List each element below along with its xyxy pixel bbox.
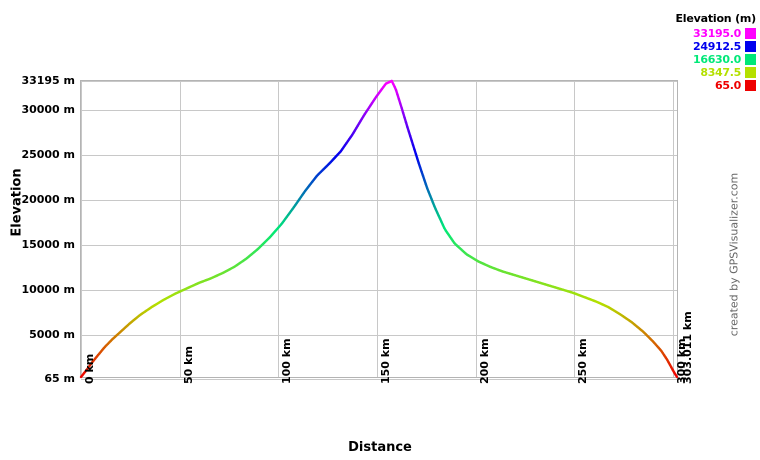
x-axis-tick-label: 303.011 km (681, 311, 694, 384)
y-axis-tick-label: 10000 m (21, 282, 75, 296)
legend-entry-swatch (745, 79, 756, 91)
legend-entry-label: 16630.0 (692, 52, 741, 66)
legend-entry-label: 24912.5 (692, 39, 741, 53)
gridline-horizontal (81, 155, 677, 156)
legend: Elevation (m) 33195.0 24912.5 16630.0 8347.… (675, 12, 756, 92)
profile-segment (674, 373, 679, 379)
gridline-horizontal (81, 245, 677, 246)
legend-entry-swatch (745, 27, 756, 39)
x-axis-tick-label: 150 km (379, 338, 393, 384)
y-axis-tick-label: 30000 m (21, 102, 75, 116)
x-axis-tick-label: 50 km (181, 346, 195, 384)
legend-entry: 33195.0 (675, 26, 756, 40)
y-axis-title: Elevation (9, 168, 25, 237)
gridline-vertical (180, 81, 181, 377)
x-axis-title: Distance (348, 440, 412, 455)
legend-entry-swatch (745, 40, 756, 52)
legend-title: Elevation (m) (675, 12, 756, 25)
legend-entry-label: 33195.0 (692, 26, 741, 40)
y-axis-tick-label: 5000 m (29, 327, 75, 341)
gridline-horizontal (81, 335, 677, 336)
x-axis-tick-label: 100 km (280, 338, 294, 384)
y-axis-tick-label: 33195 m (21, 74, 75, 87)
x-axis-tick-label: 0 km (83, 353, 96, 384)
credit-watermark: created by GPSVisualizer.com (727, 172, 741, 337)
x-axis-tick-label: 200 km (477, 338, 491, 384)
legend-entries: 33195.0 24912.5 16630.0 8347.5 65.0 (675, 26, 756, 92)
gridline-horizontal (81, 81, 677, 82)
gridline-horizontal (81, 379, 677, 380)
y-axis-tick-label: 65 m (44, 372, 75, 385)
y-axis-tick-label: 15000 m (21, 237, 75, 251)
legend-entry-swatch (745, 53, 756, 65)
legend-entry: 16630.0 (675, 52, 756, 66)
gridline-vertical (476, 81, 477, 377)
gridline-horizontal (81, 200, 677, 201)
elevation-profile-line (79, 79, 679, 379)
gridline-vertical (673, 81, 674, 377)
legend-entry-swatch (745, 66, 756, 78)
plot-area (79, 79, 679, 380)
legend-entry: 24912.5 (675, 39, 756, 53)
y-axis-tick-label: 20000 m (21, 192, 75, 206)
legend-entry-label: 8347.5 (700, 65, 741, 79)
legend-entry: 8347.5 (675, 65, 756, 79)
legend-entry-label: 65.0 (715, 78, 741, 92)
gridline-vertical (377, 81, 378, 377)
gridline-horizontal (81, 110, 677, 111)
gridline-horizontal (81, 290, 677, 291)
legend-entry: 65.0 (675, 78, 756, 92)
x-axis-tick-label: 250 km (576, 338, 590, 384)
y-axis-tick-label: 25000 m (21, 147, 75, 161)
y-axis-ticks: 33195 m 30000 m 25000 m 20000 m 15000 m 10000… (0, 0, 75, 460)
gridline-vertical (81, 81, 82, 377)
gridline-vertical (574, 81, 575, 377)
